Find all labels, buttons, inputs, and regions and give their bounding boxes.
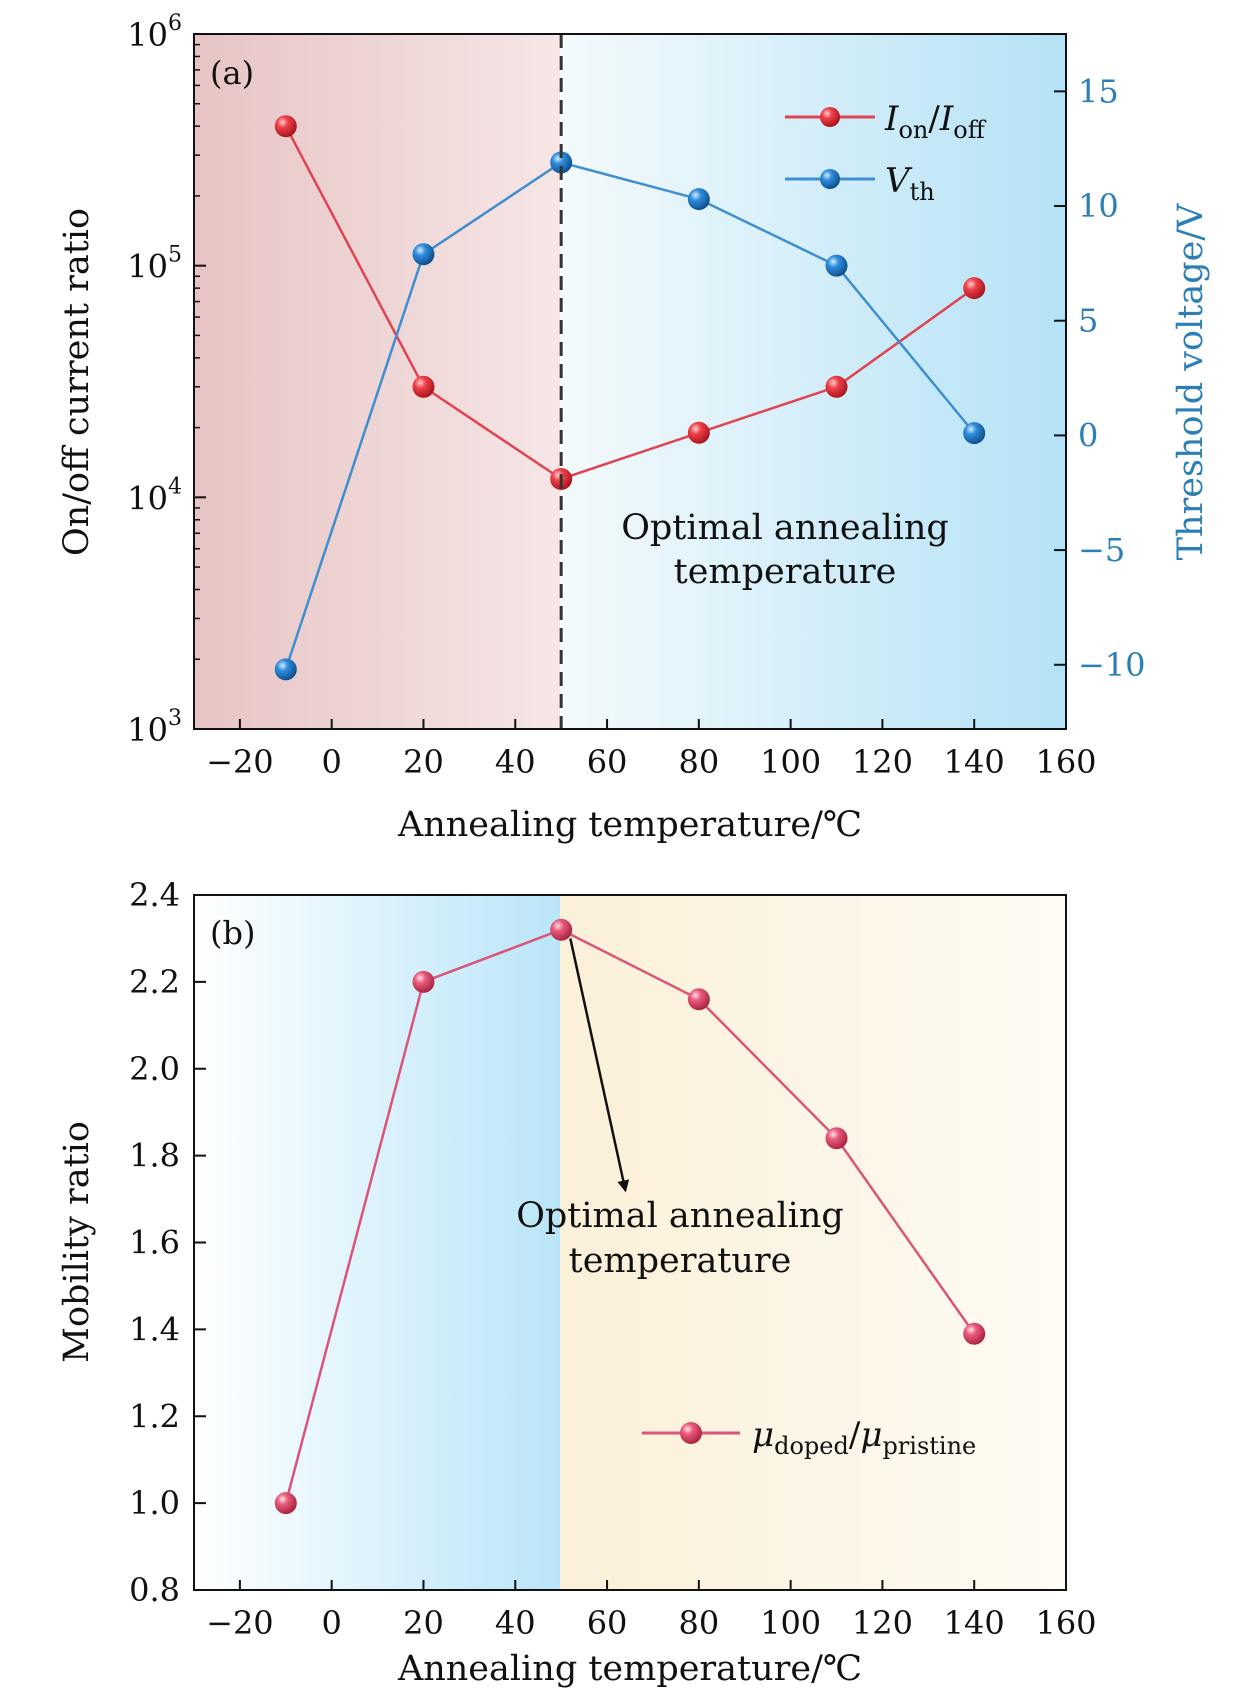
- panel-a-x-tick-label: 0: [322, 743, 342, 781]
- panel-b-series: [274, 918, 986, 1515]
- panel-a-x-tick-label: 40: [495, 743, 536, 781]
- panel-a-label: (a): [210, 54, 254, 92]
- panel-b-series-0-point: [963, 1322, 986, 1345]
- panel-b-y-ticks: 0.8 1.0 1.2 1.4 1.6 1.8 2.0 2.2 2.4: [129, 876, 206, 1609]
- panel-a-y2-tick-label: 0: [1078, 416, 1098, 454]
- panel-a-y2-tick-label: 10: [1078, 187, 1119, 225]
- panel-b-x-tick-label: 80: [678, 1604, 719, 1642]
- panel-a-annotation-line1: Optimal annealing: [621, 508, 949, 548]
- panel-b-x-ticks: −20 0 20 40 60 80 100 120 140 160: [206, 1580, 1097, 1642]
- panel-a-series-1-point: [274, 658, 297, 681]
- panel-b-y-tick-label: 2.0: [129, 1050, 180, 1088]
- panel-b-y-tick-label: 2.2: [129, 963, 180, 1001]
- legend-ion-ioff-marker: [820, 107, 840, 127]
- panel-a-y2-axis-label: Threshold voltage/V: [1171, 203, 1211, 561]
- panel-a-y-tick-label: 104: [127, 474, 182, 517]
- panel-b-x-tick-label: −20: [206, 1604, 274, 1642]
- panel-b-x-tick-label: 20: [403, 1604, 444, 1642]
- panel-a-x-axis-label: Annealing temperature/℃: [397, 805, 862, 845]
- panel-a-y-tick-label: 105: [127, 243, 182, 286]
- panel-b-y-tick-label: 1.8: [129, 1137, 180, 1175]
- panel-b-x-tick-label: 60: [587, 1604, 628, 1642]
- panel-a-frame: [193, 33, 1067, 730]
- panel-a-y2-ticks: 15 10 5 0 −5 −10: [1054, 72, 1146, 684]
- panel-a-x-tick-label: 60: [587, 743, 628, 781]
- panel-a-legend: Ion/Ioff Vth: [785, 99, 987, 206]
- panel-a-x-tick-label: 160: [1035, 743, 1096, 781]
- panel-a-x-tick-label: 120: [852, 743, 913, 781]
- panel-b-y-tick-label: 1.6: [129, 1224, 180, 1262]
- panel-b-background: [194, 895, 1066, 1590]
- panel-a-series-1-point: [825, 254, 848, 277]
- panel-a-series-1-point: [963, 422, 986, 445]
- legend-vth-marker: [820, 169, 840, 189]
- panel-a-series-0-point: [274, 115, 297, 138]
- panel-b-series-0-point: [825, 1127, 848, 1150]
- legend-vth-label: Vth: [885, 161, 935, 206]
- panel-a-series-0-point: [412, 375, 435, 398]
- panel-a-x-tick-label: 80: [678, 743, 719, 781]
- panel-b-annotation-line1: Optimal annealing: [516, 1196, 844, 1236]
- panel-a-annotation-line2: temperature: [674, 552, 897, 592]
- panel-a-series-0-line: [284, 125, 975, 481]
- panel-a-x-tick-label: 100: [760, 743, 821, 781]
- panel-b-annotation-line2: temperature: [569, 1241, 792, 1281]
- panel-a-x-tick-label: −20: [206, 743, 274, 781]
- panel-a-series-0-point: [825, 375, 848, 398]
- panel-b-x-tick-label: 40: [495, 1604, 536, 1642]
- optimal-temperature-arrow: [569, 938, 630, 1193]
- panel-a-series-1-point: [550, 151, 573, 174]
- panel-a-series-1-line: [284, 161, 976, 670]
- panel-a-y-axis-label: On/off current ratio: [57, 208, 97, 556]
- panel-b-y-tick-label: 2.4: [129, 876, 180, 914]
- panel-b-x-tick-label: 160: [1035, 1604, 1096, 1642]
- panel-a-x-tick-label: 140: [944, 743, 1005, 781]
- panel-b-x-tick-label: 100: [760, 1604, 821, 1642]
- panel-a-series-1-point: [412, 243, 435, 266]
- panel-b-y-tick-label: 1.0: [129, 1484, 180, 1522]
- panel-b-y-tick-label: 1.4: [129, 1310, 180, 1348]
- legend-mobility-marker: [680, 1422, 702, 1444]
- legend-ion-ioff-label: Ion/Ioff: [884, 99, 987, 144]
- panel-b: −20 0 20 40 60 80 100 120 140 160 0.8 1.0 1.2 1.4 1.6…: [57, 876, 1097, 1689]
- panel-a-y-tick-label: 103: [127, 706, 182, 749]
- panel-a-y-ticks: 103 104 105 106: [127, 11, 206, 749]
- panel-b-x-tick-label: 0: [322, 1604, 342, 1642]
- panel-b-x-tick-label: 140: [944, 1604, 1005, 1642]
- panel-a-y2-tick-label: −5: [1078, 531, 1125, 569]
- panel-b-x-tick-label: 120: [852, 1604, 913, 1642]
- panel-b-label: (b): [210, 914, 255, 952]
- panel-a-series-0-point: [963, 277, 986, 300]
- panel-a-y2-tick-label: 5: [1078, 302, 1098, 340]
- panel-a-y2-tick-label: −10: [1078, 646, 1146, 684]
- panel-b-series-0-point: [274, 1492, 297, 1515]
- panel-a-y-tick-label: 106: [127, 11, 182, 54]
- panel-a-series-0-point: [687, 421, 710, 444]
- panel-a-series: [274, 115, 986, 681]
- panel-b-y-axis-label: Mobility ratio: [57, 1121, 97, 1363]
- legend-mobility-label: μdoped/μpristine: [752, 1415, 976, 1460]
- panel-b-series-0-point: [412, 970, 435, 993]
- panel-a-background: [194, 34, 1066, 729]
- panel-b-y-tick-label: 0.8: [129, 1571, 180, 1609]
- panel-a-y2-tick-label: 15: [1078, 72, 1119, 110]
- panel-b-series-0-point: [687, 988, 710, 1011]
- panel-a-x-tick-label: 20: [403, 743, 444, 781]
- panel-b-series-0-line: [284, 928, 976, 1504]
- panel-b-series-0-point: [550, 918, 573, 941]
- panel-b-x-axis-label: Annealing temperature/℃: [397, 1649, 862, 1689]
- panel-a-x-ticks: −20 0 20 40 60 80 100 120 140 160: [206, 719, 1097, 781]
- panel-a-series-1-point: [687, 188, 710, 211]
- panel-b-y-tick-label: 1.2: [129, 1397, 180, 1435]
- panel-b-legend: μdoped/μpristine: [642, 1415, 976, 1460]
